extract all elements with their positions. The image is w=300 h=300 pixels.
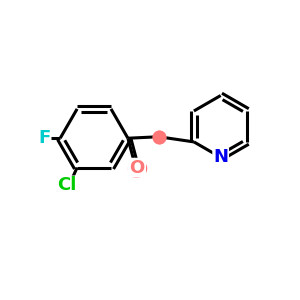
Text: O: O bbox=[128, 163, 145, 182]
Text: N: N bbox=[213, 148, 228, 166]
Text: O: O bbox=[129, 159, 144, 177]
Text: F: F bbox=[38, 129, 50, 147]
Text: Cl: Cl bbox=[57, 176, 76, 194]
